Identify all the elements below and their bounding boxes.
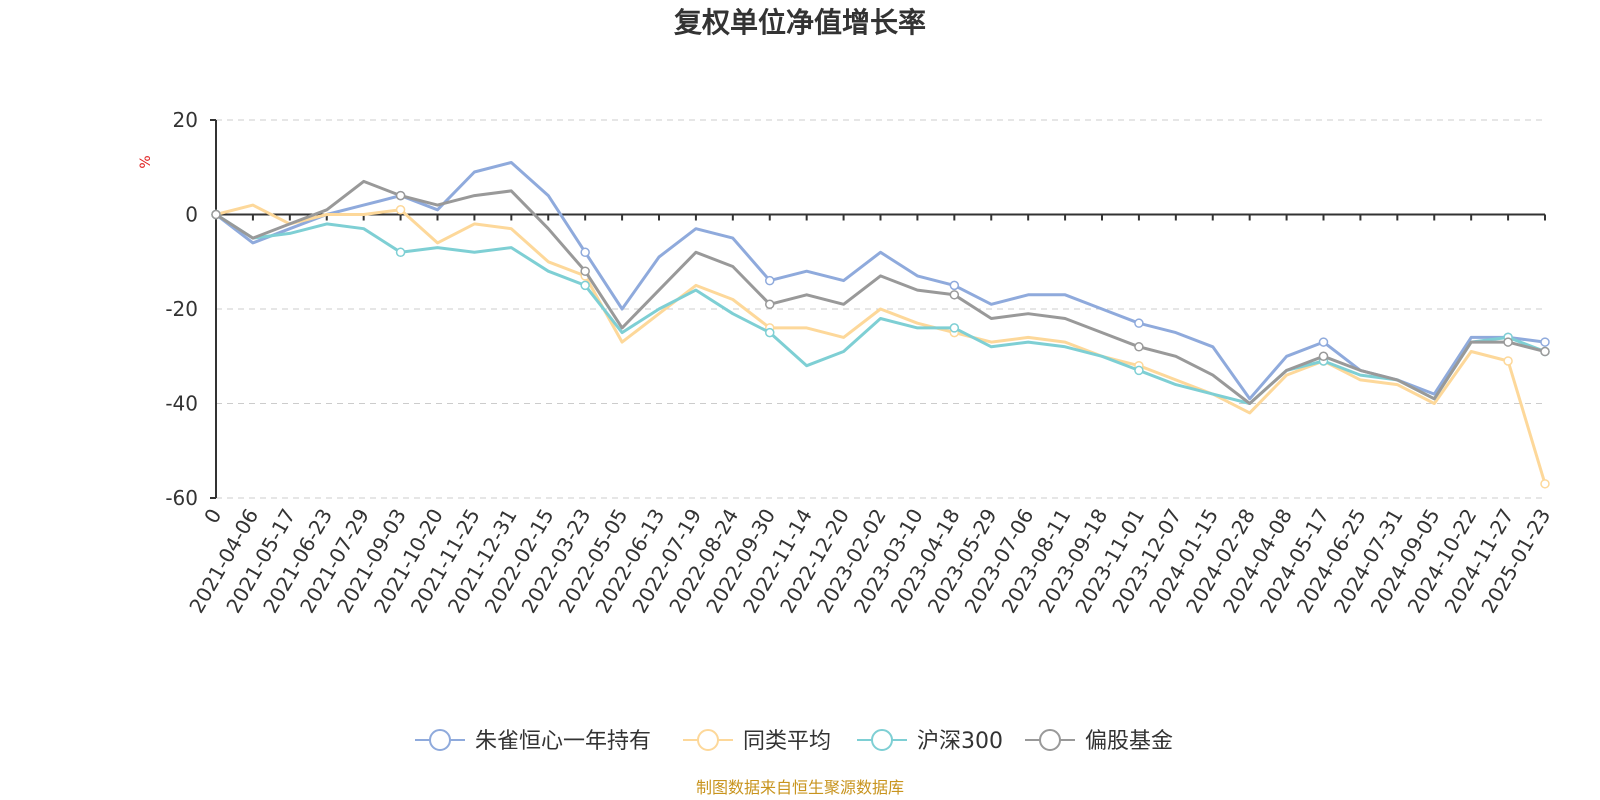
series-marker: [765, 327, 775, 338]
y-tick-label: -60: [165, 486, 198, 510]
legend-marker: [1039, 729, 1061, 751]
series-marker: [1134, 365, 1144, 376]
series-marker: [580, 280, 590, 291]
chart-title: 复权单位净值增长率: [674, 6, 926, 39]
legend[interactable]: 朱雀恒心一年持有 同类平均 沪深300 偏股基金: [415, 729, 1173, 754]
y-tick-label: 20: [173, 108, 198, 132]
y-tick-label: 0: [185, 203, 198, 227]
legend-item[interactable]: 朱雀恒心一年持有: [415, 729, 651, 754]
series-marker: [1503, 356, 1513, 366]
legend-marker: [697, 729, 719, 751]
series: [211, 161, 1550, 489]
series-marker: [765, 299, 775, 310]
legend-label: 同类平均: [743, 729, 831, 754]
legend-item[interactable]: 同类平均: [683, 729, 831, 754]
legend-label: 朱雀恒心一年持有: [475, 729, 651, 754]
y-axis-label: %: [138, 155, 154, 168]
series-marker: [1540, 337, 1550, 347]
legend-item[interactable]: 偏股基金: [1025, 729, 1173, 754]
legend-label: 沪深300: [917, 729, 1003, 754]
series-marker: [395, 205, 406, 215]
series-marker: [1540, 346, 1550, 357]
series-marker: [395, 190, 406, 201]
series-marker: [1318, 351, 1329, 361]
source-note: 制图数据来自恒生聚源数据库: [696, 778, 904, 797]
series-marker: [949, 323, 960, 333]
series-marker: [580, 247, 590, 258]
series-marker: [395, 247, 406, 258]
series-marker: [1318, 337, 1329, 347]
series-marker: [1134, 318, 1144, 328]
y-tick-label: -20: [165, 297, 198, 321]
series-marker: [211, 209, 221, 220]
y-tick-label: -40: [165, 392, 198, 416]
series-marker: [580, 266, 590, 276]
series-marker: [949, 280, 960, 291]
series-marker: [1503, 337, 1513, 347]
series-marker: [765, 275, 775, 286]
legend-marker: [871, 729, 893, 751]
legend-label: 偏股基金: [1085, 729, 1173, 754]
series-marker: [1134, 342, 1144, 352]
series-line: [215, 203, 1547, 485]
legend-marker: [429, 729, 451, 751]
series-marker: [949, 290, 960, 300]
x-tick-label: 0: [199, 505, 226, 528]
legend-item[interactable]: 沪深300: [857, 729, 1003, 754]
series-marker: [1540, 479, 1550, 489]
